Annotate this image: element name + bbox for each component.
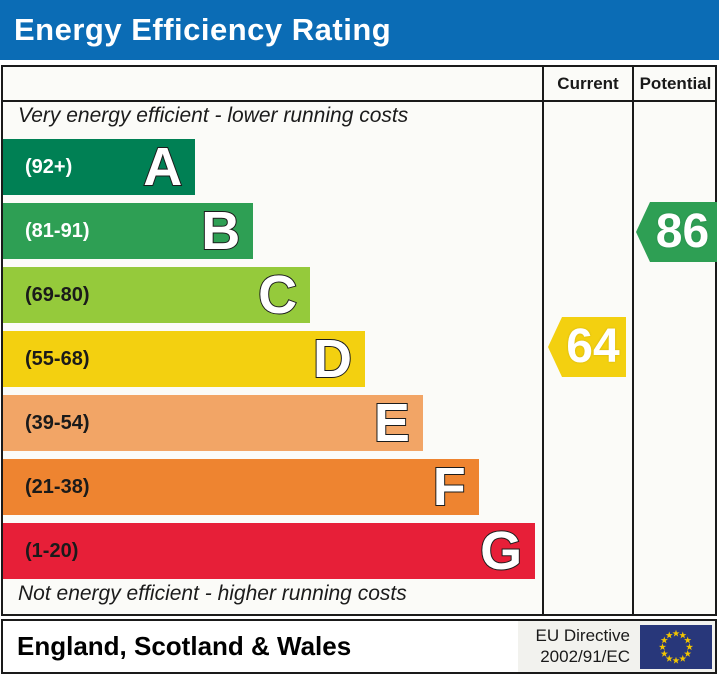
band-range: (39-54) bbox=[25, 411, 90, 434]
band-letter: F bbox=[432, 457, 467, 517]
current-column-divider bbox=[542, 67, 544, 614]
eu-directive-line1: EU Directive bbox=[535, 626, 630, 645]
header-row-divider bbox=[3, 100, 715, 102]
eu-directive-line2: 2002/91/EC bbox=[540, 647, 630, 666]
top-note: Very energy efficient - lower running co… bbox=[18, 104, 409, 127]
rating-table: Current Potential Very energy efficient … bbox=[1, 65, 717, 616]
band-d: (55-68) D bbox=[3, 329, 365, 389]
band-letter: C bbox=[257, 265, 298, 325]
footer-right-panel: EU Directive 2002/91/EC bbox=[518, 621, 715, 672]
band-e: (39-54) E bbox=[3, 393, 423, 453]
region-label: England, Scotland & Wales bbox=[17, 631, 352, 661]
band-letter: D bbox=[312, 329, 353, 389]
band-b: (81-91) B bbox=[3, 201, 254, 261]
potential-column-header: Potential bbox=[639, 74, 712, 93]
band-g: (1-20) G bbox=[3, 521, 536, 581]
bands: (92+) A (81-91) B (69-80) C (55-68) D (39-54) E (2… bbox=[3, 67, 540, 614]
band-range: (1-20) bbox=[25, 539, 79, 562]
band-range: (21-38) bbox=[25, 475, 90, 498]
footer: England, Scotland & Wales EU Directive 2… bbox=[1, 619, 717, 674]
eu-directive-label: EU Directive 2002/91/EC bbox=[536, 625, 630, 667]
potential-rating-tag: 86 bbox=[636, 202, 717, 262]
current-rating-value: 64 bbox=[566, 320, 620, 373]
title-bar: Energy Efficiency Rating bbox=[0, 0, 719, 60]
band-letter: E bbox=[373, 393, 411, 453]
band-range: (69-80) bbox=[25, 283, 90, 306]
band-range: (92+) bbox=[25, 155, 73, 178]
band-range: (81-91) bbox=[25, 219, 90, 242]
potential-column-divider bbox=[632, 67, 634, 614]
band-letter: B bbox=[200, 201, 241, 261]
potential-rating-value: 86 bbox=[655, 205, 710, 258]
current-rating-tag: 64 bbox=[548, 317, 626, 377]
band-f: (21-38) F bbox=[3, 457, 479, 517]
bottom-note: Not energy efficient - higher running co… bbox=[18, 582, 407, 605]
band-letter: G bbox=[479, 521, 523, 581]
eu-flag-icon bbox=[640, 625, 712, 669]
band-range: (55-68) bbox=[25, 347, 90, 370]
page-title: Energy Efficiency Rating bbox=[14, 12, 392, 47]
band-a: (92+) A bbox=[3, 137, 196, 197]
current-column-header: Current bbox=[557, 74, 619, 93]
band-letter: A bbox=[142, 137, 183, 197]
band-c: (69-80) C bbox=[3, 265, 311, 325]
